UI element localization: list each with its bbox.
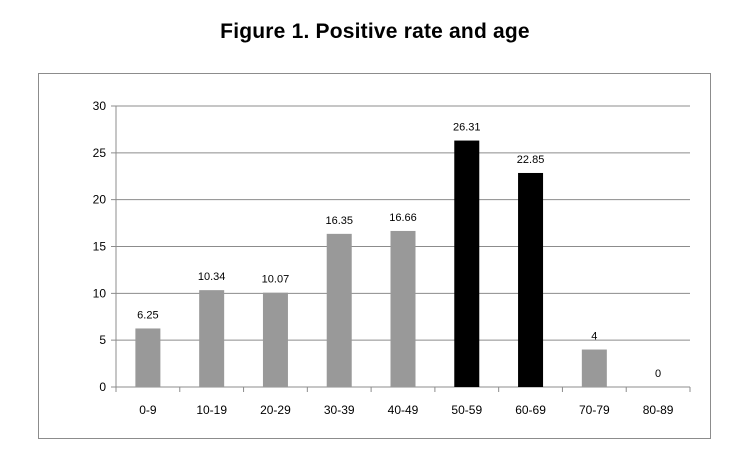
x-tick-label-20-29: 20-29 [260, 403, 291, 417]
data-label-10-19: 10.34 [198, 271, 226, 283]
y-tick-label: 10 [93, 286, 107, 300]
bar-50-59 [454, 140, 480, 387]
y-tick-label: 25 [93, 146, 107, 160]
y-tick-label: 15 [93, 240, 107, 254]
y-tick-label: 30 [93, 99, 107, 113]
labels: 0 5 10 15 20 25 30 0-9 6.25 10-19 10.34 20-29 10.07 3… [93, 99, 674, 417]
bars [135, 140, 607, 387]
bar-30-39 [326, 233, 352, 387]
data-label-80-89: 0 [655, 368, 661, 380]
bar-60-69 [518, 172, 544, 387]
data-label-50-59: 26.31 [453, 122, 481, 134]
x-tick-label-80-89: 80-89 [643, 403, 674, 417]
data-label-0-9: 6.25 [137, 309, 158, 321]
x-tick-label-10-19: 10-19 [196, 403, 227, 417]
data-label-60-69: 22.85 [517, 154, 545, 166]
x-tick-label-70-79: 70-79 [579, 403, 610, 417]
x-tick-label-30-39: 30-39 [324, 403, 355, 417]
bar-40-49 [390, 230, 416, 387]
bar-0-9 [135, 328, 161, 387]
y-tick-label: 0 [99, 380, 106, 394]
x-tick-label-40-49: 40-49 [388, 403, 419, 417]
data-label-30-39: 16.35 [325, 215, 353, 227]
x-tick-label-50-59: 50-59 [451, 403, 482, 417]
data-label-40-49: 16.66 [389, 212, 417, 224]
x-tick-label-0-9: 0-9 [139, 403, 157, 417]
y-tick-label: 5 [99, 333, 106, 347]
bar-20-29 [262, 292, 288, 387]
x-tick-label-60-69: 60-69 [515, 403, 546, 417]
chart-title: Figure 1. Positive rate and age [220, 20, 530, 43]
axes [115, 106, 691, 392]
y-tick-label: 20 [93, 193, 107, 207]
bar-70-79 [581, 349, 607, 387]
bar-10-19 [199, 290, 225, 387]
data-label-70-79: 4 [591, 331, 597, 343]
plot-frame [38, 73, 711, 439]
data-label-20-29: 10.07 [262, 274, 290, 286]
